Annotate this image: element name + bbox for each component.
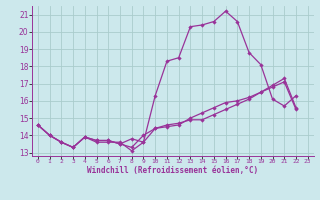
X-axis label: Windchill (Refroidissement éolien,°C): Windchill (Refroidissement éolien,°C): [87, 166, 258, 175]
